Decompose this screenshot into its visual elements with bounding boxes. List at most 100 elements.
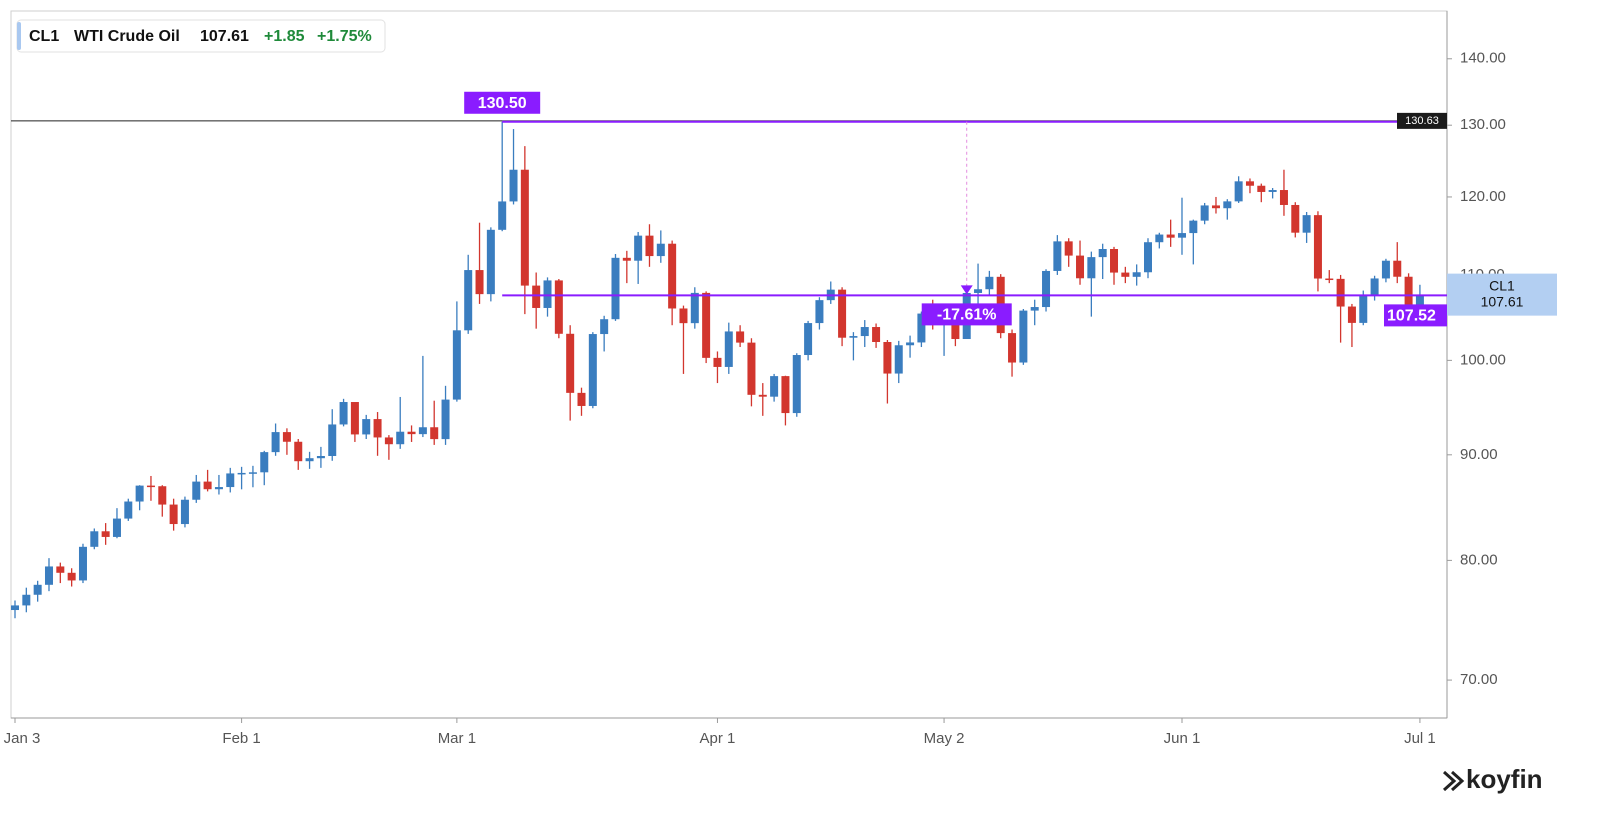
candle-body — [418, 427, 427, 435]
last-price-tag — [1447, 273, 1557, 316]
candle-body — [906, 342, 915, 346]
candle-body — [373, 419, 382, 438]
candle-body — [849, 336, 858, 338]
candle-body — [237, 472, 246, 475]
candle-body — [690, 292, 699, 324]
candle-body — [452, 330, 461, 400]
candle-body — [1234, 181, 1243, 202]
candle-body — [1166, 234, 1175, 238]
crosshair-tag-label: 130.63 — [1405, 115, 1439, 127]
candle-body — [214, 487, 223, 490]
candle-body — [350, 402, 359, 435]
legend-change: +1.85 — [264, 28, 305, 45]
candle-body — [328, 424, 337, 457]
candle-body — [248, 472, 257, 474]
candle-body — [1030, 307, 1039, 311]
y-tick-label: 140.00 — [1460, 50, 1506, 67]
candle-body — [498, 201, 507, 230]
candle-body — [78, 546, 87, 581]
candle-body — [101, 531, 110, 537]
candle-body — [146, 485, 155, 488]
candle-body — [1370, 278, 1379, 295]
candle-body — [282, 432, 291, 442]
candle-body — [543, 280, 552, 308]
candle-body — [1393, 260, 1402, 277]
candle-body — [1359, 294, 1368, 323]
candle-body — [1415, 294, 1424, 311]
candle-body — [1155, 234, 1164, 243]
candle-body — [645, 235, 654, 257]
candle-body — [362, 419, 371, 435]
candle-body — [1019, 310, 1028, 363]
crosshair-tag — [1397, 112, 1447, 129]
candle-body — [758, 394, 767, 397]
y-tick-label: 90.00 — [1460, 446, 1498, 463]
candle-body — [1211, 205, 1220, 209]
candle-body — [532, 285, 541, 308]
candle-body — [770, 376, 779, 397]
candle-body — [985, 276, 994, 290]
candle-body — [67, 572, 76, 581]
candle-body — [56, 566, 65, 573]
candle-body — [1064, 241, 1073, 256]
candle-body — [407, 431, 416, 435]
candle-body — [158, 486, 167, 505]
candle-body — [622, 257, 631, 261]
candle-body — [260, 452, 269, 473]
candle-body — [124, 501, 133, 519]
legend-accent — [17, 22, 21, 50]
candle-body — [1189, 220, 1198, 234]
candle-body — [1144, 242, 1152, 273]
candle-body — [566, 333, 575, 393]
candle-body — [203, 481, 212, 490]
candle-body — [611, 257, 620, 320]
candle-body — [305, 458, 314, 462]
candle-body — [1042, 270, 1051, 308]
candle-body — [917, 313, 926, 343]
candle-body — [316, 456, 325, 459]
candle-body — [1245, 181, 1254, 186]
x-tick-label: Jun 1 — [1164, 730, 1201, 747]
candle-body — [554, 280, 563, 334]
candle-body — [656, 243, 665, 257]
candle-body — [668, 243, 677, 309]
x-tick-label: May 2 — [924, 730, 965, 747]
candle-body — [872, 327, 881, 343]
candle-body — [1008, 333, 1017, 363]
candle-body — [33, 584, 42, 595]
candle-body — [1291, 204, 1300, 233]
legend-ticker: CL1 — [29, 28, 59, 45]
level-tag — [1384, 304, 1447, 327]
candle-body — [781, 376, 790, 414]
candle-body — [1121, 272, 1130, 277]
candle-body — [1223, 201, 1232, 209]
candle-body — [1381, 260, 1390, 279]
candle-body — [1053, 241, 1062, 271]
candle-body — [747, 342, 756, 395]
candle-body — [1110, 248, 1119, 273]
x-tick-label: Jul 1 — [1404, 730, 1436, 747]
candle-body — [1325, 278, 1334, 281]
candle-body — [1132, 272, 1141, 277]
candle-body — [192, 481, 201, 500]
candle-body — [1268, 190, 1277, 192]
candle-body — [509, 169, 518, 202]
candle-body — [883, 342, 892, 374]
candle-body — [1257, 185, 1266, 192]
candle-body — [112, 518, 121, 537]
candle-body — [1313, 215, 1322, 279]
peak-tag-label: 130.50 — [478, 95, 527, 112]
candle-body — [226, 473, 235, 488]
candle-body — [396, 431, 405, 445]
candle-body — [860, 327, 869, 337]
candle-body — [894, 345, 903, 374]
candle-body — [441, 399, 450, 440]
candle-body — [724, 331, 733, 367]
candle-body — [1087, 257, 1096, 279]
candle-body — [486, 229, 495, 295]
candle-body — [135, 485, 144, 502]
candle-body — [11, 605, 19, 611]
candle-body — [1076, 255, 1085, 279]
candle-body — [1177, 233, 1186, 238]
